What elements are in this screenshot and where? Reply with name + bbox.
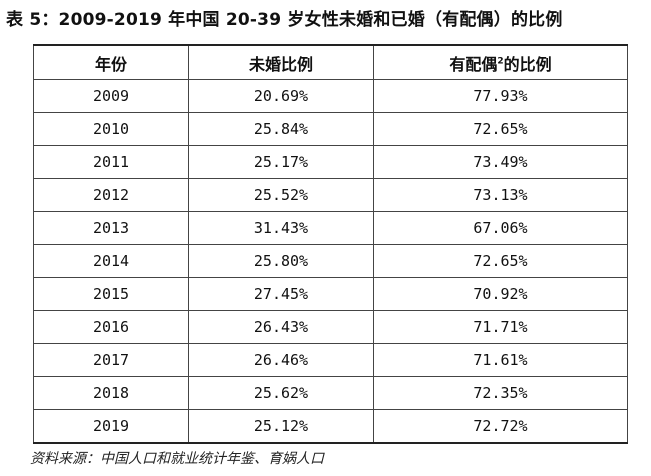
table-caption: 表 5：2009-2019 年中国 20-39 岁女性未婚和已婚（有配偶）的比例 bbox=[6, 10, 563, 30]
cell-married-ratio: 67.06% bbox=[373, 211, 628, 245]
header-year: 年份 bbox=[33, 44, 189, 80]
source-note: 资料来源：中国人口和就业统计年鉴、育娲人口 bbox=[30, 451, 324, 467]
cell-year: 2013 bbox=[33, 211, 189, 245]
cell-unmarried-ratio: 27.45% bbox=[188, 277, 374, 311]
cell-unmarried-ratio: 31.43% bbox=[188, 211, 374, 245]
header-married-suffix: 的比例 bbox=[503, 54, 552, 74]
cell-married-ratio: 71.71% bbox=[373, 310, 628, 344]
cell-unmarried-ratio: 26.46% bbox=[188, 343, 374, 377]
cell-unmarried-ratio: 25.17% bbox=[188, 145, 374, 179]
cell-married-ratio: 72.65% bbox=[373, 112, 628, 146]
cell-unmarried-ratio: 25.80% bbox=[188, 244, 374, 278]
table-row: 2013 31.43% 67.06% bbox=[33, 211, 628, 245]
cell-unmarried-ratio: 26.43% bbox=[188, 310, 374, 344]
table-row: 2018 25.62% 72.35% bbox=[33, 376, 628, 410]
cell-year: 2009 bbox=[33, 79, 189, 113]
cell-year: 2019 bbox=[33, 409, 189, 444]
cell-unmarried-ratio: 25.84% bbox=[188, 112, 374, 146]
cell-year: 2011 bbox=[33, 145, 189, 179]
header-row: 年份 未婚比例 有配偶2的比例 bbox=[33, 44, 628, 80]
table-row: 2009 20.69% 77.93% bbox=[33, 79, 628, 113]
table-body: 2009 20.69% 77.93% 2010 25.84% 72.65% 2011 25.1… bbox=[33, 79, 628, 444]
cell-married-ratio: 72.35% bbox=[373, 376, 628, 410]
table-row: 2016 26.43% 71.71% bbox=[33, 310, 628, 344]
cell-unmarried-ratio: 25.62% bbox=[188, 376, 374, 410]
cell-year: 2012 bbox=[33, 178, 189, 212]
header-married-ratio: 有配偶2的比例 bbox=[373, 44, 628, 80]
table-row: 2014 25.80% 72.65% bbox=[33, 244, 628, 278]
cell-married-ratio: 73.13% bbox=[373, 178, 628, 212]
cell-year: 2016 bbox=[33, 310, 189, 344]
cell-year: 2017 bbox=[33, 343, 189, 377]
cell-unmarried-ratio: 20.69% bbox=[188, 79, 374, 113]
cell-year: 2010 bbox=[33, 112, 189, 146]
cell-married-ratio: 71.61% bbox=[373, 343, 628, 377]
cell-unmarried-ratio: 25.52% bbox=[188, 178, 374, 212]
cell-year: 2015 bbox=[33, 277, 189, 311]
cell-year: 2018 bbox=[33, 376, 189, 410]
footnote-marker: 2 bbox=[497, 56, 504, 67]
header-married-label: 有配偶 bbox=[449, 54, 498, 74]
cell-year: 2014 bbox=[33, 244, 189, 278]
cell-unmarried-ratio: 25.12% bbox=[188, 409, 374, 444]
header-unmarried-ratio: 未婚比例 bbox=[188, 44, 374, 80]
table-row: 2019 25.12% 72.72% bbox=[33, 409, 628, 444]
table-row: 2011 25.17% 73.49% bbox=[33, 145, 628, 179]
table-header: 年份 未婚比例 有配偶2的比例 bbox=[33, 44, 628, 80]
cell-married-ratio: 72.72% bbox=[373, 409, 628, 444]
cell-married-ratio: 72.65% bbox=[373, 244, 628, 278]
cell-married-ratio: 70.92% bbox=[373, 277, 628, 311]
table-row: 2017 26.46% 71.61% bbox=[33, 343, 628, 377]
cell-married-ratio: 77.93% bbox=[373, 79, 628, 113]
data-table-container: 年份 未婚比例 有配偶2的比例 2009 20.69% 77.93% 2010 25.8… bbox=[33, 44, 628, 444]
data-table: 年份 未婚比例 有配偶2的比例 2009 20.69% 77.93% 2010 25.8… bbox=[33, 44, 628, 444]
table-row: 2015 27.45% 70.92% bbox=[33, 277, 628, 311]
cell-married-ratio: 73.49% bbox=[373, 145, 628, 179]
table-row: 2012 25.52% 73.13% bbox=[33, 178, 628, 212]
table-row: 2010 25.84% 72.65% bbox=[33, 112, 628, 146]
